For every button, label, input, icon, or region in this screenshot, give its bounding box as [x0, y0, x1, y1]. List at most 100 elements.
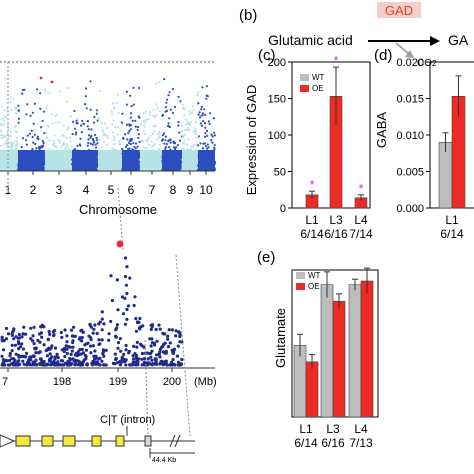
y-tick-label: 150	[268, 94, 286, 106]
manhattan-dot	[112, 139, 115, 142]
zoom-dot	[16, 353, 20, 357]
manhattan-dot	[174, 147, 177, 151]
manhattan-dot	[25, 143, 28, 146]
zoom-dot	[121, 312, 126, 316]
zoom-dot	[68, 356, 72, 361]
manhattan-dot	[33, 102, 36, 105]
bar-l1-wt	[438, 142, 453, 209]
manhattan-dot	[5, 116, 8, 119]
manhattan-dot	[162, 132, 166, 135]
zoom-dot	[114, 357, 118, 362]
zoom-dot	[140, 344, 144, 348]
zoom-dot	[176, 344, 180, 348]
zoom-dot	[12, 337, 16, 341]
zoom-dot	[29, 337, 33, 341]
zoom-dot	[10, 349, 14, 353]
manhattan-dot	[201, 147, 205, 150]
zoom-dot	[11, 330, 15, 334]
manhattan-dot	[172, 146, 176, 149]
zoom-dot	[125, 317, 129, 321]
manhattan-dot	[210, 139, 213, 142]
zoom-dot	[86, 341, 90, 345]
manhattan-dot	[157, 147, 160, 151]
manhattan-dot	[42, 144, 45, 147]
manhattan-dot	[186, 120, 189, 123]
zoom-dot	[91, 344, 95, 348]
zoom-dot	[16, 340, 21, 344]
manhattan-peak-dot	[39, 76, 43, 80]
manhattan-dot	[200, 124, 203, 127]
manhattan-dot	[40, 126, 43, 129]
manhattan-dot	[137, 133, 140, 136]
zoom-dot	[120, 295, 125, 299]
manhattan-dot	[44, 90, 47, 93]
manhattan-dot	[79, 137, 82, 140]
manhattan-dot	[98, 147, 101, 150]
chart-c-bars: * * *	[305, 53, 368, 209]
zoom-dot	[40, 335, 44, 339]
manhattan-dot	[147, 138, 150, 141]
manhattan-dot	[111, 147, 114, 150]
zoom-dot	[51, 330, 56, 334]
zoom-dot	[100, 338, 104, 342]
zoom-dot	[102, 354, 106, 358]
manhattan-dot	[0, 118, 2, 121]
zoom-dot	[39, 363, 44, 367]
zoom-x-ticks	[7, 368, 173, 372]
zoom-dot	[24, 332, 28, 336]
zoom-dot	[122, 357, 126, 361]
zoom-dot	[59, 330, 63, 335]
zoom-dot	[19, 354, 23, 359]
zoom-dot	[174, 329, 178, 333]
zoom-dot	[4, 337, 9, 341]
zoom-dot	[17, 359, 21, 363]
manhattan-dot	[158, 131, 161, 134]
manhattan-dot	[50, 113, 54, 116]
zoom-dot	[6, 332, 11, 336]
manhattan-dot	[26, 103, 29, 106]
chart-d-bars	[438, 75, 466, 209]
zoom-dot	[125, 265, 129, 269]
chart-d-ylabel: GABA	[374, 112, 389, 148]
manhattan-dot	[14, 108, 17, 111]
zoom-dot	[71, 345, 75, 349]
manhattan-dot	[95, 109, 99, 112]
zoom-dot	[164, 359, 168, 363]
manhattan-dot	[127, 147, 130, 151]
manhattan-dot	[132, 103, 135, 106]
y-tick-label: 50	[274, 167, 286, 179]
manhattan-dot	[212, 117, 216, 120]
legend-e-oe-swatch	[296, 283, 305, 290]
manhattan-dot	[137, 136, 140, 139]
manhattan-dot	[7, 135, 11, 138]
zoom-dot	[34, 351, 38, 355]
manhattan-dot	[197, 144, 200, 147]
zoom-dot	[151, 323, 155, 327]
manhattan-dot	[192, 144, 196, 147]
zoom-dot	[94, 362, 98, 366]
zoom-dot	[163, 332, 167, 336]
zoom-tick-198: 198	[53, 376, 71, 388]
manhattan-dot	[41, 119, 44, 122]
manhattan-dot	[71, 133, 74, 136]
manhattan-dot	[89, 136, 92, 140]
manhattan-dot	[44, 88, 47, 91]
manhattan-dot	[6, 123, 10, 126]
manhattan-dense-band	[182, 150, 198, 171]
manhattan-dot	[58, 90, 61, 93]
manhattan-dot	[196, 91, 200, 94]
zoom-dot	[134, 317, 138, 321]
manhattan-dot	[184, 128, 187, 131]
manhattan-dot	[1, 117, 4, 120]
manhattan-dot	[1, 134, 5, 137]
manhattan-dot	[127, 132, 130, 135]
zoom-dot	[70, 349, 74, 353]
manhattan-dot	[154, 115, 157, 118]
y-tick-label: 0.000	[396, 203, 424, 215]
manhattan-dot	[213, 131, 216, 134]
manhattan-dot	[14, 144, 17, 147]
manhattan-dot	[168, 91, 171, 94]
manhattan-dot	[200, 108, 203, 111]
chart-e-ylabel: Glutamate	[273, 308, 288, 368]
gene-direction-arrow	[0, 434, 16, 448]
